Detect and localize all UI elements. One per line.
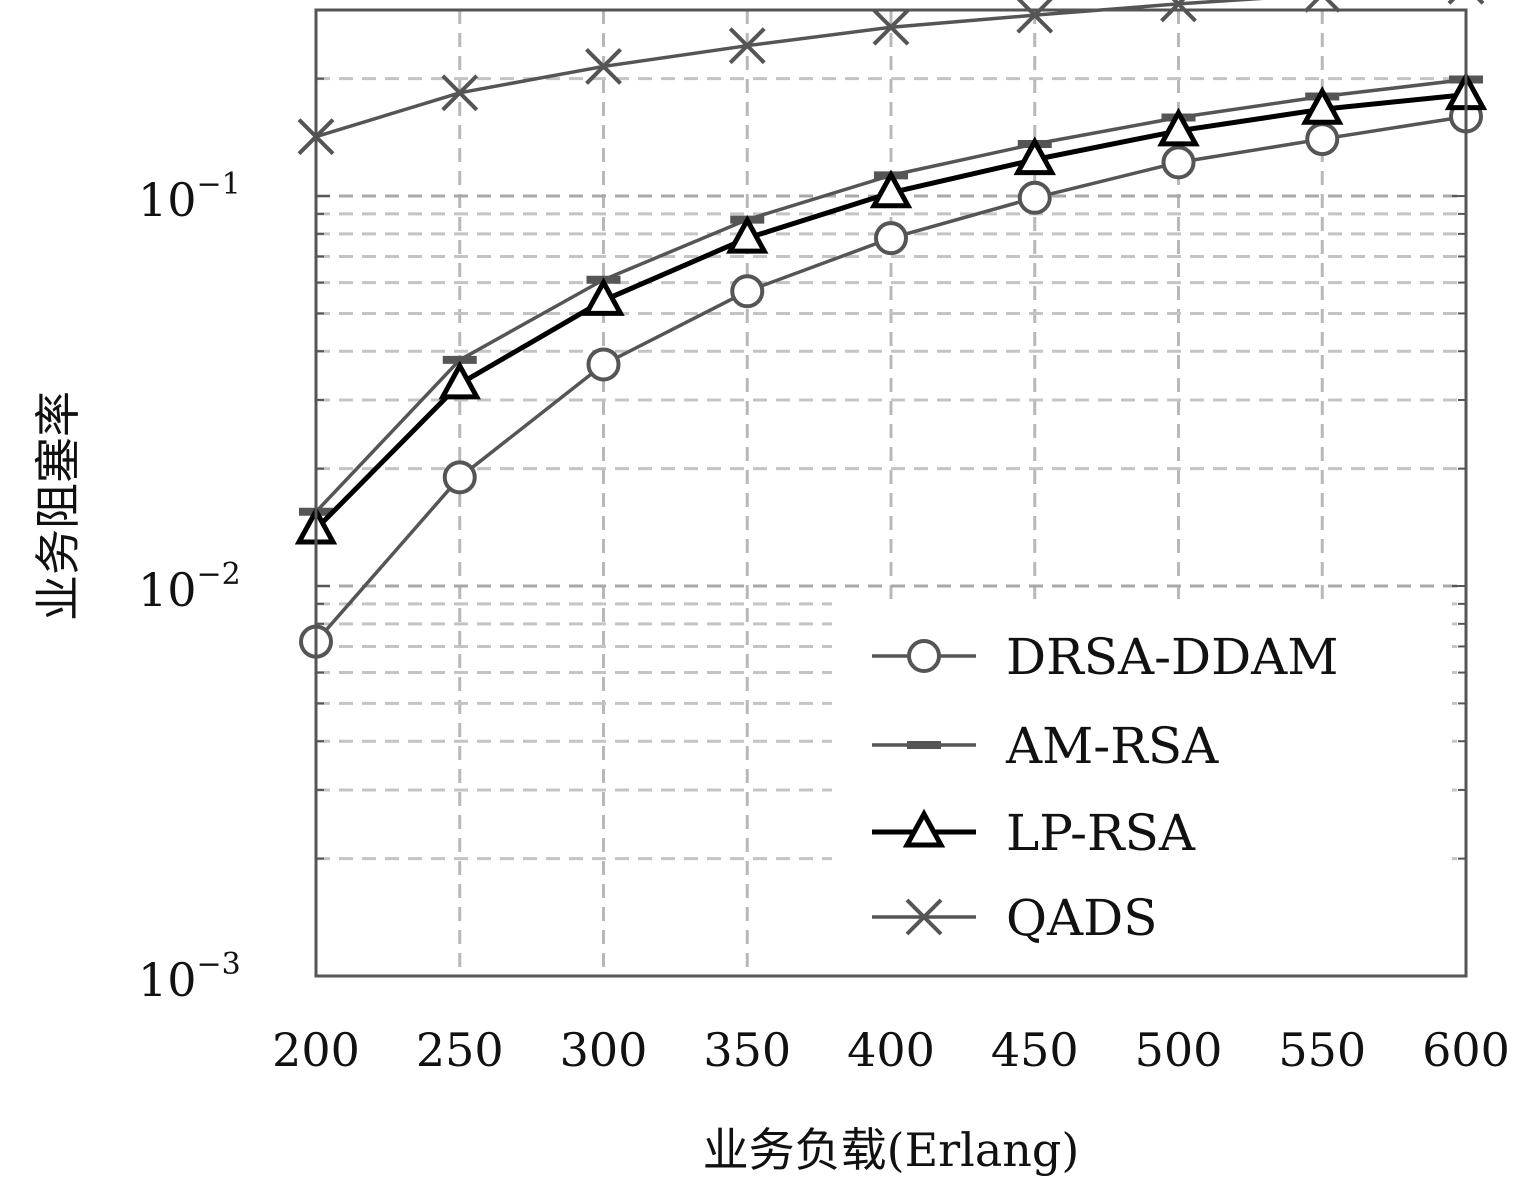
x-tick-label: 400 [847, 1023, 935, 1077]
data-point [585, 48, 622, 85]
plot-frame [314, 8, 1468, 978]
x-tick-label: 250 [416, 1023, 504, 1077]
x-tick-label: 550 [1278, 1023, 1366, 1077]
data-point [1013, 136, 1056, 176]
y-tick-labels: 10−1 10−2 10−3 [138, 167, 241, 1007]
legend-label: AM-RSA [1005, 717, 1219, 775]
data-point [730, 274, 765, 309]
legend-item: LP-RSA [872, 804, 1196, 862]
data-point [1157, 107, 1200, 147]
legend-label: DRSA-DDAM [1006, 628, 1338, 686]
data-point [726, 214, 769, 254]
y-tick-label: 10−2 [138, 557, 241, 617]
data-point [1303, 0, 1341, 13]
data-point [1016, 0, 1054, 34]
legend-item: AM-RSA [872, 717, 1219, 775]
series-QADS [297, 0, 1485, 156]
legend-label: QADS [1006, 889, 1157, 947]
data-point [728, 27, 766, 65]
series-layer [294, 0, 1488, 659]
x-tick-label: 500 [1135, 1023, 1223, 1077]
data-point [872, 8, 910, 46]
data-point [1305, 122, 1340, 157]
legend-marker [907, 639, 941, 673]
data-point [586, 347, 621, 382]
y-axis-label: 业务阻塞率 [31, 391, 85, 621]
data-point [1160, 0, 1197, 23]
series-LP-RSA [294, 71, 1488, 545]
y-tick-label: 10−3 [138, 947, 241, 1007]
x-tick-label: 200 [272, 1023, 360, 1077]
x-tick-label: 300 [560, 1023, 648, 1077]
x-tick-label: 450 [991, 1023, 1079, 1077]
data-point [874, 221, 908, 256]
data-point [869, 169, 913, 209]
legend-marker [902, 808, 946, 848]
data-point [1447, 0, 1485, 5]
legend-item: DRSA-DDAM [872, 628, 1338, 686]
data-point [582, 277, 625, 316]
x-axis-label: 业务负载(Erlang) [703, 1123, 1080, 1177]
legend: DRSA-DDAM AM-RSA LP-RSA QADS [872, 628, 1338, 947]
data-point [1017, 180, 1052, 215]
data-point [438, 360, 481, 400]
data-point [1161, 145, 1196, 180]
data-point [1301, 86, 1344, 125]
x-tick-label: 600 [1422, 1023, 1510, 1077]
x-tick-labels: 200 250 300 350 400 450 500 550 600 [272, 1023, 1510, 1077]
legend-item: QADS [872, 889, 1157, 947]
data-point [442, 460, 477, 495]
data-point [441, 74, 479, 112]
legend-label: LP-RSA [1006, 804, 1196, 862]
y-tick-label: 10−1 [138, 167, 241, 227]
x-tick-label: 350 [703, 1023, 791, 1077]
legend-marker [905, 898, 943, 936]
